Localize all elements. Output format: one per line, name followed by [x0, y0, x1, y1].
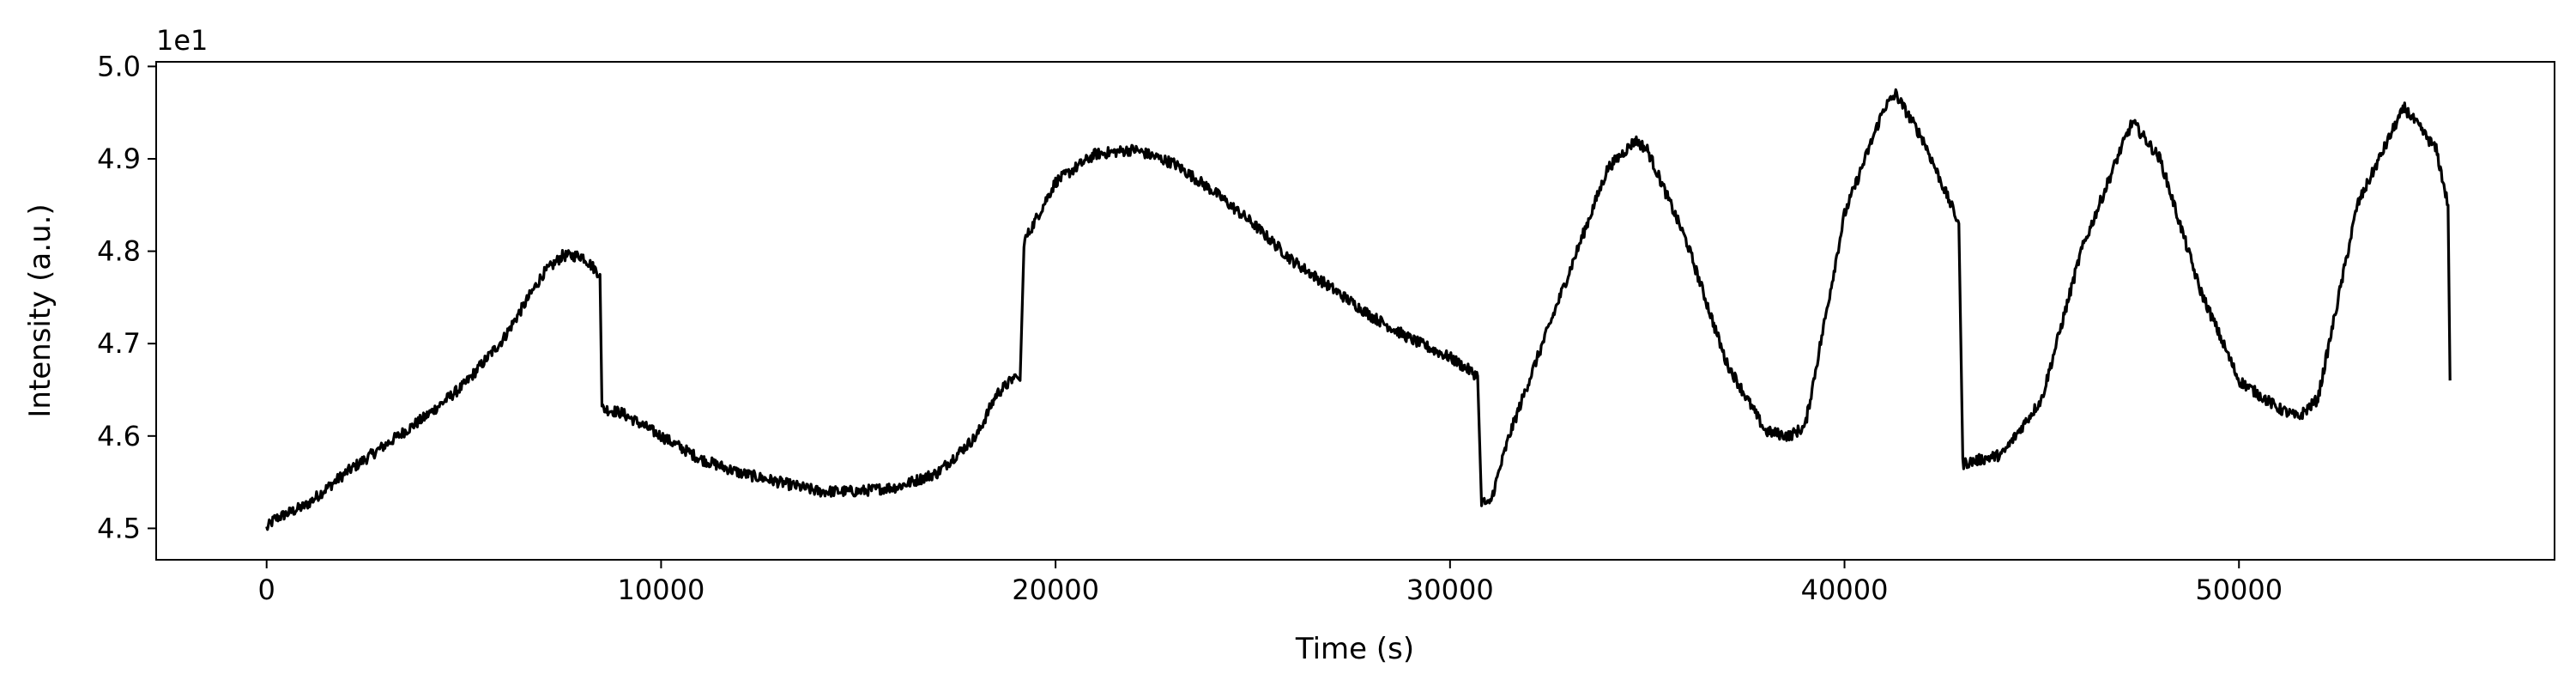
x-axis-ticks: 0 10000 20000 30000 40000 50000 [258, 560, 2283, 606]
x-tick-label: 10000 [618, 574, 705, 606]
x-tick-label: 0 [258, 574, 275, 606]
y-axis-offset-label: 1e1 [156, 24, 208, 57]
y-tick-label: 4.5 [97, 512, 141, 544]
x-tick-label: 40000 [1801, 574, 1889, 606]
x-tick-label: 30000 [1406, 574, 1494, 606]
y-axis-ticks: 4.5 4.6 4.7 4.8 4.9 5.0 [97, 50, 156, 544]
y-tick-label: 4.6 [97, 420, 141, 452]
intensity-series-line [265, 88, 2452, 531]
y-tick-label: 4.7 [97, 327, 141, 360]
x-tick-label: 20000 [1012, 574, 1099, 606]
y-tick-label: 4.9 [97, 143, 141, 175]
x-tick-label: 50000 [2195, 574, 2283, 606]
y-tick-label: 4.8 [97, 235, 141, 268]
y-axis-label: Intensity (a.u.) [23, 203, 57, 417]
y-tick-label: 5.0 [97, 50, 141, 82]
plot-frame [155, 61, 2555, 561]
x-axis-label: Time (s) [1295, 632, 1414, 666]
